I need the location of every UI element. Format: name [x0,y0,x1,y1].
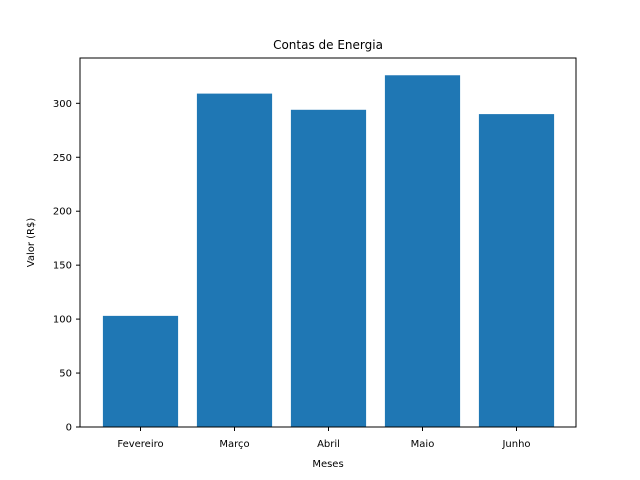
y-ticks-group: 0 50 100 150 200 250 300 [53,99,80,434]
plot-frame [79,57,577,428]
bar-março [196,93,273,428]
x-tick-label: Maio [411,439,435,450]
bar-abril [290,109,367,427]
x-tick-label: Março [219,439,249,450]
x-axis-label: Meses [312,459,343,470]
y-tick-label: 200 [53,207,72,218]
y-tick-label: 0 [66,423,72,434]
x-tick-label: Fevereiro [117,439,163,450]
bars-group [102,75,555,428]
chart-title: Contas de Energia [273,38,383,52]
y-tick-label: 150 [53,261,72,272]
y-axis-label: Valor (R$) [26,218,37,268]
bar-fevereiro [102,315,179,427]
y-tick-label: 50 [59,369,72,380]
bar-maio [384,75,461,428]
x-tick-label: Junho [501,439,530,450]
x-tick-label: Abril [317,439,340,450]
bar-junho [478,114,555,428]
x-ticks-group: Fevereiro Março Abril Maio Junho [117,427,531,450]
y-tick-label: 250 [53,153,72,164]
y-tick-label: 100 [53,315,72,326]
y-tick-label: 300 [53,99,72,110]
